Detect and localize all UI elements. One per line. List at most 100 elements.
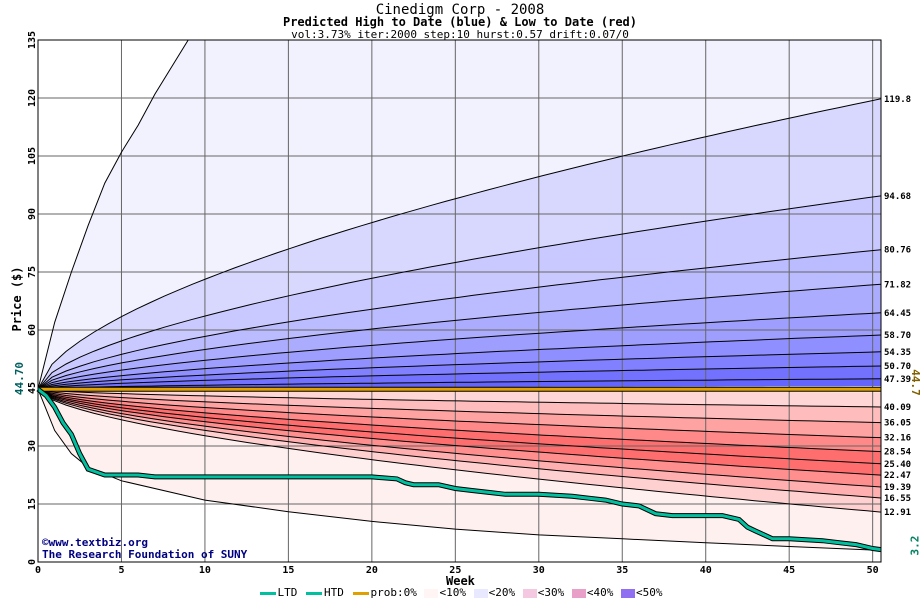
contour-label-12.91: 12.91 bbox=[884, 508, 911, 518]
band-high-80.76 bbox=[38, 249, 881, 390]
contour-line-119.8 bbox=[37, 98, 882, 390]
band-low-19.39 bbox=[38, 389, 881, 487]
y-tick-label-105: 105 bbox=[27, 147, 38, 165]
contour-label-50.70: 50.70 bbox=[884, 362, 911, 372]
band-high-54.35 bbox=[38, 351, 881, 390]
contour-label-19.39: 19.39 bbox=[884, 483, 911, 493]
legend-20: <20% bbox=[488, 586, 516, 599]
y-tick-label-15: 15 bbox=[27, 498, 38, 510]
band-high-71.82 bbox=[38, 284, 881, 390]
contour-line-64.45 bbox=[37, 312, 882, 390]
contour-label-32.16: 32.16 bbox=[884, 434, 911, 444]
x-tick-label-40: 40 bbox=[700, 565, 712, 576]
legend-40: <40% bbox=[586, 586, 614, 599]
y-axis-label: Price ($) bbox=[10, 266, 24, 332]
contour-label-80.76: 80.76 bbox=[884, 246, 911, 256]
band-high-47.39 bbox=[38, 378, 881, 390]
x-tick-label-50: 50 bbox=[867, 565, 879, 576]
x-tick-label-45: 45 bbox=[783, 565, 795, 576]
contour-line-58.70 bbox=[37, 334, 882, 390]
band-high-58.70 bbox=[38, 335, 881, 390]
last-ltd-label: 3.2 bbox=[908, 535, 920, 556]
chart-subtitle: Predicted High to Date (blue) & Low to D… bbox=[282, 15, 637, 29]
chart-params: vol:3.73% iter:2000 step:10 hurst:0.57 d… bbox=[291, 28, 629, 41]
x-tick-label-0: 0 bbox=[35, 565, 41, 576]
band-low-40.09 bbox=[38, 389, 881, 407]
ltd-line bbox=[37, 388, 882, 552]
band-high-119.8 bbox=[38, 98, 881, 390]
legend-ltd: LTD bbox=[277, 586, 298, 599]
chart-title: Cinedigm Corp - 2008 bbox=[375, 2, 545, 18]
contour-line-47.39 bbox=[37, 378, 882, 390]
contour-label-71.82: 71.82 bbox=[884, 280, 911, 290]
contour-label-47.39: 47.39 bbox=[884, 375, 911, 385]
legend-prob0: prob:0% bbox=[370, 586, 417, 599]
x-tick-label-20: 20 bbox=[366, 565, 378, 576]
contour-line-50.70 bbox=[37, 365, 882, 390]
contour-line-12.91 bbox=[37, 388, 882, 513]
credit-foundation: The Research Foundation of SUNY bbox=[42, 548, 248, 561]
chart-legend: LTD HTD prob:0% <10% <20% <30% <40% <50% bbox=[0, 586, 920, 599]
legend-50: <50% bbox=[635, 586, 663, 599]
y-tick-label-90: 90 bbox=[27, 208, 38, 220]
legend-30: <30% bbox=[537, 586, 565, 599]
y-tick-label-45: 45 bbox=[27, 382, 38, 394]
contour-line-40.09 bbox=[37, 388, 882, 408]
band-high-94.68 bbox=[38, 195, 881, 390]
legend-htd: HTD bbox=[324, 586, 344, 599]
contour-label-22.47: 22.47 bbox=[884, 471, 911, 481]
band-high-outer bbox=[38, 40, 881, 390]
band-low-25.40 bbox=[38, 389, 881, 464]
band-low-22.47 bbox=[38, 389, 881, 476]
x-tick-label-35: 35 bbox=[616, 565, 628, 576]
contour-label-64.45: 64.45 bbox=[884, 309, 911, 319]
contour-line-25.40 bbox=[37, 388, 882, 465]
legend-swatch-30 bbox=[522, 588, 537, 598]
contour-line-28.54 bbox=[37, 388, 882, 453]
contour-line-22.47 bbox=[37, 388, 882, 476]
x-tick-label-10: 10 bbox=[199, 565, 211, 576]
band-low-12.91 bbox=[38, 389, 881, 513]
band-low-32.16 bbox=[38, 389, 881, 438]
contour-line-94.68 bbox=[37, 195, 882, 390]
y-tick-label-60: 60 bbox=[27, 324, 38, 336]
x-axis-label: Week bbox=[446, 574, 475, 588]
legend-swatch-10 bbox=[424, 588, 439, 598]
contour-label-94.68: 94.68 bbox=[884, 192, 911, 202]
plot-frame bbox=[37, 39, 882, 563]
band-high-50.70 bbox=[38, 366, 881, 390]
band-low-36.05 bbox=[38, 389, 881, 423]
contour-line-54.35 bbox=[37, 351, 882, 390]
legend-swatch-ltd bbox=[259, 591, 276, 595]
outer-high-line bbox=[37, 39, 189, 390]
contour-label-36.05: 36.05 bbox=[884, 419, 911, 429]
contour-line-80.76 bbox=[37, 249, 882, 390]
legend-swatch-50 bbox=[620, 588, 635, 598]
y-tick-label-120: 120 bbox=[27, 89, 38, 107]
legend-swatch-40 bbox=[571, 588, 586, 598]
contour-label-119.8: 119.8 bbox=[884, 95, 911, 105]
contour-label-54.35: 54.35 bbox=[884, 348, 911, 358]
credit-website: ©www.textbiz.org bbox=[42, 536, 148, 549]
contour-label-16.55: 16.55 bbox=[884, 494, 911, 504]
y-tick-label-75: 75 bbox=[27, 266, 38, 278]
contour-label-40.09: 40.09 bbox=[884, 403, 911, 413]
y-tick-label-30: 30 bbox=[27, 440, 38, 452]
contour-label-58.70: 58.70 bbox=[884, 331, 911, 341]
y-tick-label-0: 0 bbox=[27, 559, 38, 565]
contour-label-28.54: 28.54 bbox=[884, 448, 912, 458]
band-high-64.45 bbox=[38, 312, 881, 390]
contour-line-36.05 bbox=[37, 388, 882, 424]
band-low-16.55 bbox=[38, 389, 881, 498]
contour-line-19.39 bbox=[37, 388, 882, 488]
x-tick-label-5: 5 bbox=[118, 565, 124, 576]
contour-line-71.82 bbox=[37, 283, 882, 390]
x-tick-label-30: 30 bbox=[533, 565, 545, 576]
legend-swatch-htd-line bbox=[306, 591, 322, 595]
legend-swatch-20 bbox=[473, 588, 488, 598]
legend-swatch-prob bbox=[352, 591, 369, 595]
start-price-label: 44.70 bbox=[13, 361, 27, 396]
contour-label-25.40: 25.40 bbox=[884, 460, 911, 470]
y-tick-label-135: 135 bbox=[27, 31, 38, 49]
